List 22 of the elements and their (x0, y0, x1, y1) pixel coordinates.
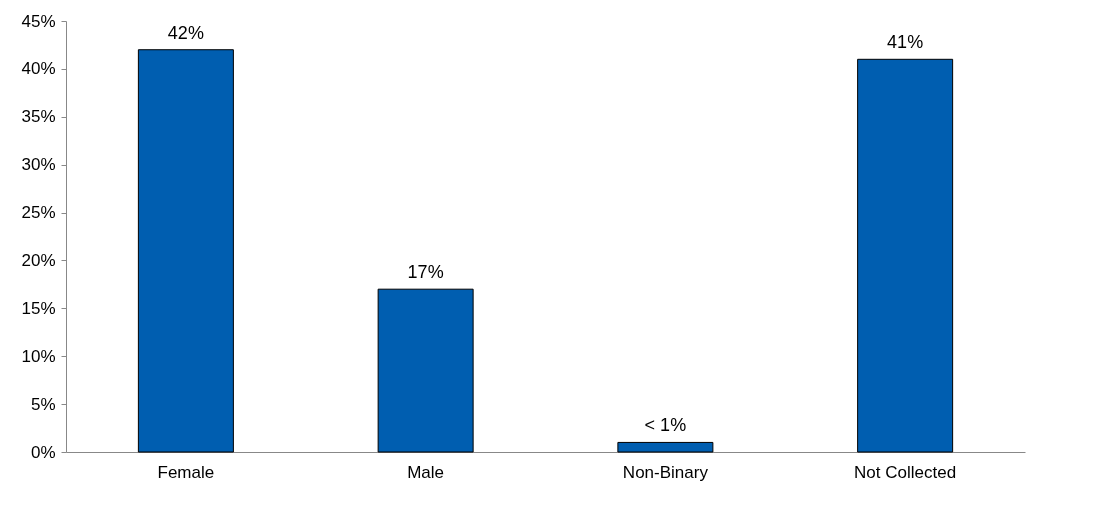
y-tick-label: 35% (21, 107, 56, 127)
y-tick-label: 25% (21, 203, 56, 223)
y-tick-label: 5% (30, 394, 56, 414)
bar (377, 288, 474, 453)
bar (137, 49, 234, 453)
x-tick-label: Not Collected (854, 462, 957, 482)
y-tick-label: 40% (21, 59, 56, 79)
y-tick-label: 15% (21, 298, 56, 318)
y-tick-label: 0% (30, 442, 56, 462)
y-tick-label: 30% (21, 155, 56, 175)
y-tick-label: 45% (21, 11, 56, 31)
x-tick-label: Male (407, 462, 445, 482)
data-label: 17% (407, 262, 444, 283)
y-tick-label: 10% (21, 346, 56, 366)
bar (857, 58, 954, 453)
bar (617, 441, 714, 453)
data-label: 41% (887, 32, 924, 53)
y-tick-label: 20% (21, 250, 56, 270)
data-label: 42% (167, 22, 204, 43)
data-label: < 1% (644, 415, 687, 436)
x-tick-label: Non-Binary (622, 462, 709, 482)
x-tick-label: Female (157, 462, 215, 482)
